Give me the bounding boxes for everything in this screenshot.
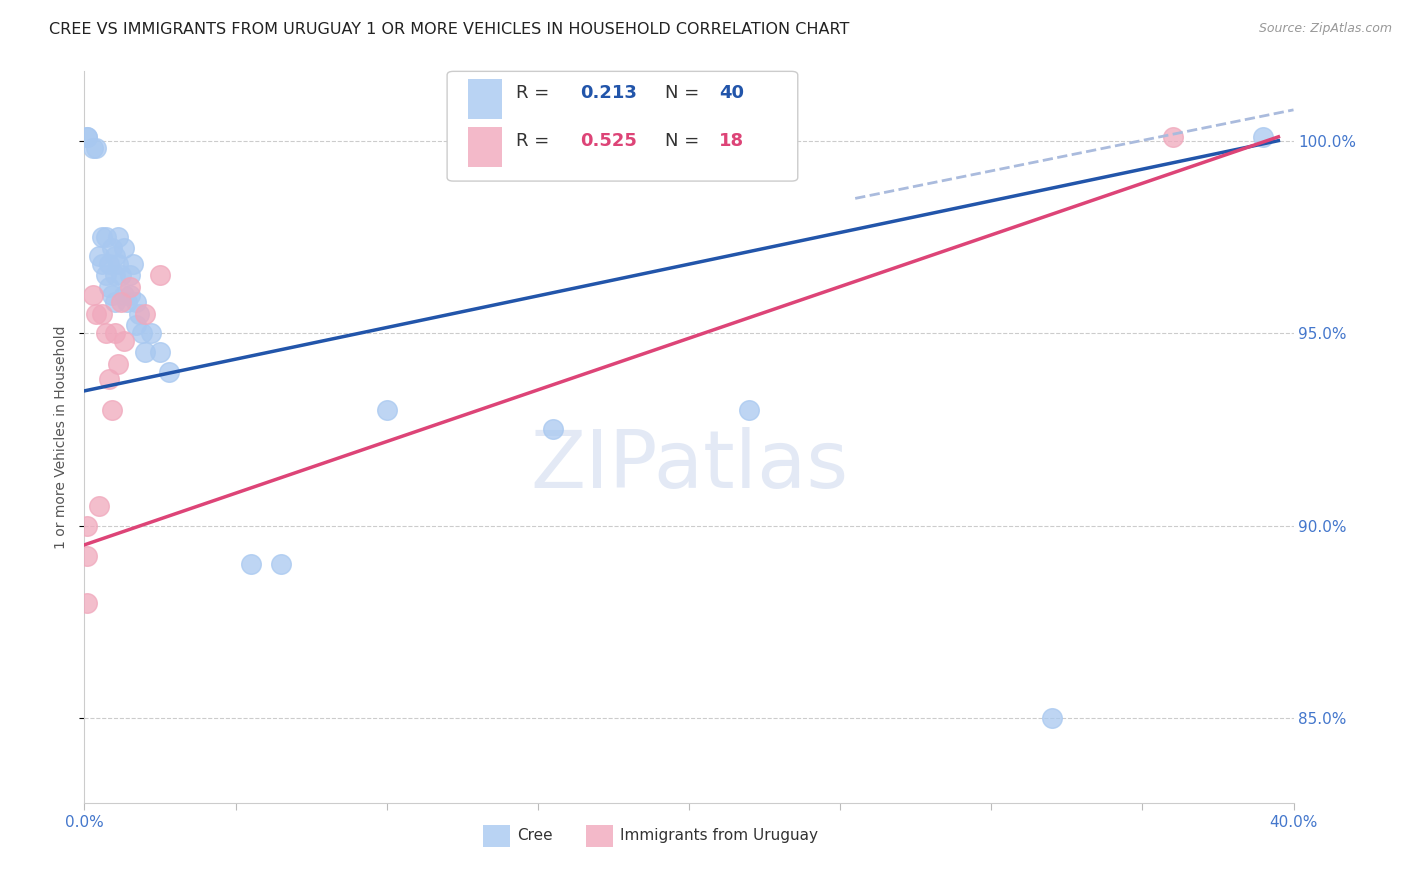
Point <box>100 242 122 256</box>
Point <box>1161 129 1184 144</box>
Point <box>115 295 138 310</box>
Point <box>76 549 98 564</box>
Point <box>76 596 98 610</box>
Text: Source: ZipAtlas.com: Source: ZipAtlas.com <box>1258 22 1392 36</box>
Point <box>104 249 127 263</box>
Text: N =: N = <box>665 132 704 150</box>
Point <box>86 141 108 155</box>
Bar <box>586 825 613 847</box>
Point <box>738 403 761 417</box>
Point <box>134 307 156 321</box>
Point <box>112 334 135 348</box>
Point <box>1253 129 1275 144</box>
Point <box>97 280 120 294</box>
Text: CREE VS IMMIGRANTS FROM URUGUAY 1 OR MORE VEHICLES IN HOUSEHOLD CORRELATION CHAR: CREE VS IMMIGRANTS FROM URUGUAY 1 OR MOR… <box>49 22 849 37</box>
Text: R =: R = <box>516 85 555 103</box>
Point <box>97 372 120 386</box>
Point <box>541 422 564 436</box>
Point <box>97 257 120 271</box>
Point <box>131 326 153 340</box>
Point <box>104 295 127 310</box>
Point <box>94 230 117 244</box>
Point <box>76 518 98 533</box>
Point <box>157 365 180 379</box>
Point <box>100 287 122 301</box>
Text: 18: 18 <box>720 132 744 150</box>
FancyBboxPatch shape <box>468 127 502 167</box>
FancyBboxPatch shape <box>468 79 502 120</box>
Point <box>239 557 262 571</box>
Text: Cree: Cree <box>517 828 553 843</box>
Bar <box>484 825 510 847</box>
Point <box>89 249 111 263</box>
Point <box>86 307 108 321</box>
Point <box>128 307 150 321</box>
Point <box>118 280 141 294</box>
Point <box>94 326 117 340</box>
Text: Immigrants from Uruguay: Immigrants from Uruguay <box>620 828 818 843</box>
Point <box>76 129 98 144</box>
Point <box>110 268 132 283</box>
Point <box>134 345 156 359</box>
Text: N =: N = <box>665 85 704 103</box>
Point <box>1040 711 1063 725</box>
Point <box>91 230 114 244</box>
Point <box>107 357 129 371</box>
Point <box>104 326 127 340</box>
Point <box>110 295 132 310</box>
Point <box>125 295 148 310</box>
Point <box>91 257 114 271</box>
Point <box>91 307 114 321</box>
Point <box>107 230 129 244</box>
Text: 0.525: 0.525 <box>581 132 637 150</box>
Text: R =: R = <box>516 132 555 150</box>
Point <box>100 403 122 417</box>
Point <box>104 268 127 283</box>
Point <box>139 326 162 340</box>
Point <box>76 129 98 144</box>
Y-axis label: 1 or more Vehicles in Household: 1 or more Vehicles in Household <box>55 326 69 549</box>
Point <box>94 268 117 283</box>
Point <box>375 403 398 417</box>
Point <box>82 287 104 301</box>
Text: 40: 40 <box>720 85 744 103</box>
Point <box>82 141 104 155</box>
Point <box>121 257 143 271</box>
Point <box>112 287 135 301</box>
Point <box>107 257 129 271</box>
Point <box>270 557 292 571</box>
Point <box>112 242 135 256</box>
Point <box>89 500 111 514</box>
Point <box>149 268 172 283</box>
Text: 0.213: 0.213 <box>581 85 637 103</box>
Point <box>118 268 141 283</box>
Point <box>125 318 148 333</box>
Point <box>118 287 141 301</box>
Point <box>149 345 172 359</box>
FancyBboxPatch shape <box>447 71 797 181</box>
Text: ZIPatlas: ZIPatlas <box>530 427 848 506</box>
